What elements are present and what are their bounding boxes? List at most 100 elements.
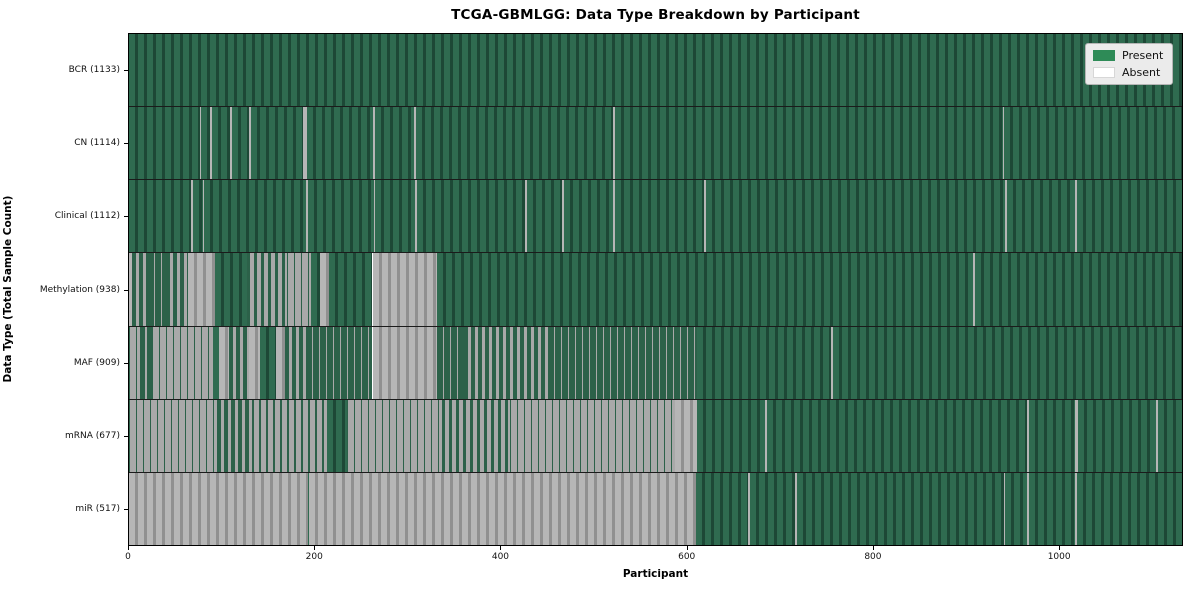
segment-present [212,326,220,399]
segment-present [1077,399,1156,472]
segment-absent [374,180,376,253]
segment-mixed [286,253,312,326]
segment-present [749,472,796,545]
segment-present [326,399,348,472]
row-MAF [129,326,1182,400]
segment-present [696,326,831,399]
x-tick-mark [1059,546,1061,550]
segment-mixed [251,399,327,472]
segment-absent [372,326,437,399]
segment-present [1028,399,1076,472]
segment-mixed [129,399,218,472]
y-tick-mark [124,509,128,511]
row-mRNA [129,399,1182,473]
row-CN [129,107,1182,181]
segment-absent [747,472,750,545]
segment-absent [704,180,707,253]
segment-absent [764,399,767,472]
y-tick-label-BCR: BCR (1133) [68,64,120,75]
y-tick-mark [124,142,128,144]
legend-absent-label: Absent [1122,66,1161,79]
segment-mixed [463,326,549,399]
segment-absent [203,180,205,253]
segment-absent [795,472,798,545]
segment-present [1005,472,1027,545]
segment-present [1004,107,1182,180]
segment-present [1157,399,1182,472]
segment-present [129,34,1182,107]
y-tick-label-miR: miR (517) [75,504,120,515]
x-tick-label: 400 [491,552,510,562]
legend-present-swatch [1093,50,1115,61]
x-axis-label: Participant [622,568,689,580]
segment-absent [219,326,230,399]
legend: Present Absent [1085,43,1174,85]
y-tick-label-CN: CN (1114) [74,137,120,148]
segment-present [204,180,306,253]
y-tick-mark [124,436,128,438]
segment-present [129,107,200,180]
segment-absent [275,326,286,399]
segment-absent [613,180,616,253]
segment-absent [1075,180,1077,253]
segment-present [615,180,705,253]
segment-present [328,253,373,326]
segment-mixed [510,399,675,472]
segment-absent [248,107,251,180]
segment-present [615,107,1003,180]
chart-title: TCGA-GBMLGG: Data Type Breakdown by Part… [451,7,860,23]
y-tick-mark [124,362,128,364]
segment-present [706,180,1006,253]
x-tick-label: 600 [678,552,696,562]
x-tick-mark [128,546,129,550]
segment-present [211,107,231,180]
segment-absent [1003,472,1006,545]
segment-present [375,180,416,253]
segment-present [307,107,374,180]
segment-absent [1002,107,1005,180]
segment-present [1007,180,1076,253]
segment-present [201,107,210,180]
segment-present [695,472,748,545]
x-tick-label: 800 [864,552,882,562]
segment-absent [199,107,202,180]
segment-present [129,180,192,253]
segment-absent [613,107,616,180]
segment-absent [562,180,564,253]
segment-present [232,107,249,180]
y-tick-mark [124,69,128,71]
row-Methylation [129,253,1182,327]
segment-mixed [247,253,287,326]
legend-item-absent: Absent [1093,66,1163,79]
segment-absent [248,326,261,399]
x-tick-label: 200 [305,552,323,562]
segment-present [563,180,614,253]
segment-mixed [140,326,153,399]
segment-absent [309,472,696,545]
segment-absent [302,107,308,180]
y-tick-label-mRNA: mRNA (677) [65,431,120,442]
segment-mixed [147,253,167,326]
segment-mixed [436,326,464,399]
segment-absent [230,107,233,180]
x-tick-label: 1000 [1047,552,1071,562]
segment-absent [1026,472,1029,545]
segment-mixed [442,399,511,472]
segment-present [1076,180,1182,253]
row-Clinical [129,180,1182,254]
segment-absent [1155,399,1158,472]
segment-present [308,180,375,253]
segment-absent [972,253,975,326]
segment-absent [830,326,833,399]
legend-present-label: Present [1122,49,1164,62]
x-tick-mark [500,546,502,550]
segment-absent [188,253,216,326]
segment-mixed [217,399,252,472]
segment-present [375,107,415,180]
row-BCR [129,34,1182,108]
legend-item-present: Present [1093,49,1163,62]
segment-present [311,253,320,326]
segment-mixed [347,399,443,472]
segment-mixed [129,326,141,399]
